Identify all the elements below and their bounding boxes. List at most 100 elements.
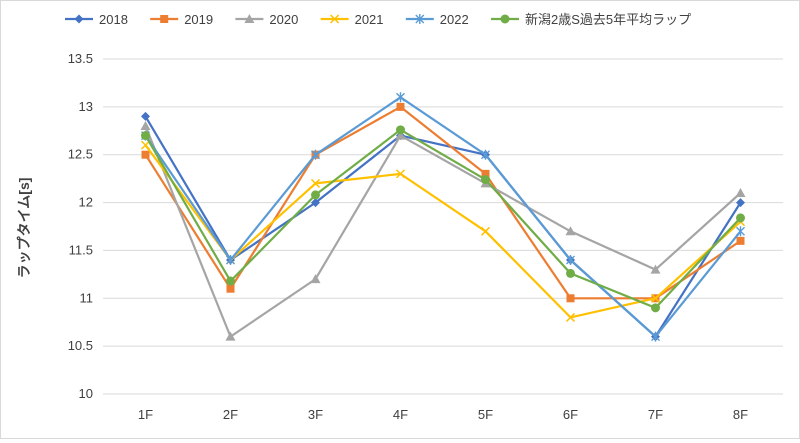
- marker-square: [736, 236, 745, 245]
- data-point: [565, 312, 576, 322]
- marker-circle: [500, 14, 510, 24]
- x-tick-label: 3F: [308, 407, 323, 422]
- data-point: [565, 226, 576, 236]
- data-point: [396, 125, 405, 135]
- marker-square: [481, 169, 490, 178]
- data-point: [650, 293, 661, 303]
- y-tick-label: 10.5: [68, 338, 93, 353]
- y-tick-label: 11.5: [69, 242, 93, 257]
- data-point: [311, 198, 320, 208]
- legend-swatch-marker: [500, 14, 510, 24]
- marker-diamond: [74, 14, 84, 24]
- x-tick-label: 8F: [733, 407, 748, 422]
- marker-star: [226, 255, 235, 265]
- x-axis-ticks: 1F 2F 3F 4F 5F 6F 7F 8F: [138, 407, 748, 422]
- data-point: [735, 188, 746, 197]
- legend-label: 2020: [269, 12, 298, 27]
- legend-label: 新潟2歳S過去5年平均ラップ: [525, 12, 691, 27]
- marker-x: [480, 226, 491, 236]
- data-point: [140, 140, 151, 150]
- marker-star: [311, 149, 320, 160]
- x-tick-label: 2F: [223, 407, 238, 422]
- series-line: [144, 115, 742, 338]
- marker-square: [566, 294, 575, 303]
- marker-triangle: [140, 121, 151, 130]
- y-tick-label: 13: [79, 99, 93, 114]
- series-line: [144, 144, 742, 319]
- legend-entry-1: 2018: [65, 12, 128, 27]
- data-point: [225, 331, 236, 341]
- data-point: [141, 111, 150, 121]
- y-axis-ticks: 10 10.5 11 11.5 12 12.5 13 13.5: [68, 51, 93, 401]
- legend-entry-2: 2019: [150, 12, 213, 27]
- data-point: [481, 169, 490, 178]
- legend-swatch-marker: [160, 15, 169, 23]
- marker-diamond: [141, 111, 150, 121]
- marker-circle: [141, 131, 150, 141]
- marker-diamond: [736, 198, 745, 208]
- data-point: [226, 255, 235, 265]
- marker-x: [565, 312, 576, 322]
- data-point: [480, 226, 491, 236]
- marker-star: [651, 331, 660, 342]
- x-tick-label: 7F: [648, 407, 663, 422]
- data-point: [736, 226, 745, 237]
- marker-triangle: [244, 14, 255, 23]
- marker-square: [396, 102, 405, 111]
- legend-swatch-marker: [244, 14, 255, 23]
- marker-triangle: [650, 264, 661, 274]
- legend: 2018 2019 2020 2021 2022 新潟2歳S過去5年平均ラップ: [65, 12, 691, 27]
- data-point: [141, 150, 150, 159]
- x-tick-label: 5F: [478, 407, 493, 422]
- data-point: [736, 213, 745, 223]
- x-tick-label: 1F: [138, 407, 153, 422]
- series-group: [140, 92, 746, 342]
- legend-label: 2019: [184, 12, 213, 27]
- data-point: [650, 264, 661, 274]
- marker-star: [566, 255, 575, 265]
- data-point: [395, 130, 406, 140]
- data-point: [566, 294, 575, 303]
- marker-triangle: [395, 130, 406, 140]
- marker-circle: [651, 303, 660, 313]
- legend-entry-3: 2020: [235, 12, 298, 27]
- marker-square: [160, 15, 169, 23]
- legend-label: 2018: [99, 12, 128, 27]
- data-point: [310, 178, 321, 188]
- y-tick-label: 11: [80, 290, 94, 305]
- data-point: [310, 274, 321, 284]
- marker-x: [650, 293, 661, 303]
- marker-circle: [566, 268, 575, 278]
- data-point: [140, 121, 151, 130]
- x-tick-label: 6F: [563, 407, 578, 422]
- marker-star: [415, 14, 425, 24]
- legend-swatch-marker: [415, 14, 425, 24]
- marker-x: [140, 140, 151, 150]
- marker-x: [395, 169, 406, 179]
- marker-diamond: [311, 198, 320, 208]
- data-point: [311, 149, 320, 160]
- marker-square: [226, 284, 235, 293]
- marker-star: [481, 149, 490, 160]
- data-point: [311, 190, 320, 200]
- data-point: [226, 276, 235, 286]
- data-point: [396, 92, 405, 103]
- marker-triangle: [225, 331, 236, 341]
- data-point: [481, 149, 490, 160]
- series-5: [141, 92, 745, 342]
- y-tick-label: 12.5: [68, 147, 93, 162]
- data-point: [481, 175, 490, 185]
- series-3: [140, 121, 746, 341]
- marker-x: [330, 14, 340, 24]
- data-point: [736, 198, 745, 208]
- data-point: [566, 255, 575, 265]
- x-tick-label: 4F: [393, 407, 408, 422]
- data-point: [226, 284, 235, 293]
- marker-circle: [481, 175, 490, 185]
- marker-star: [396, 92, 405, 103]
- marker-circle: [396, 125, 405, 135]
- series-line: [144, 128, 742, 309]
- data-point: [396, 102, 405, 111]
- data-point: [395, 169, 406, 179]
